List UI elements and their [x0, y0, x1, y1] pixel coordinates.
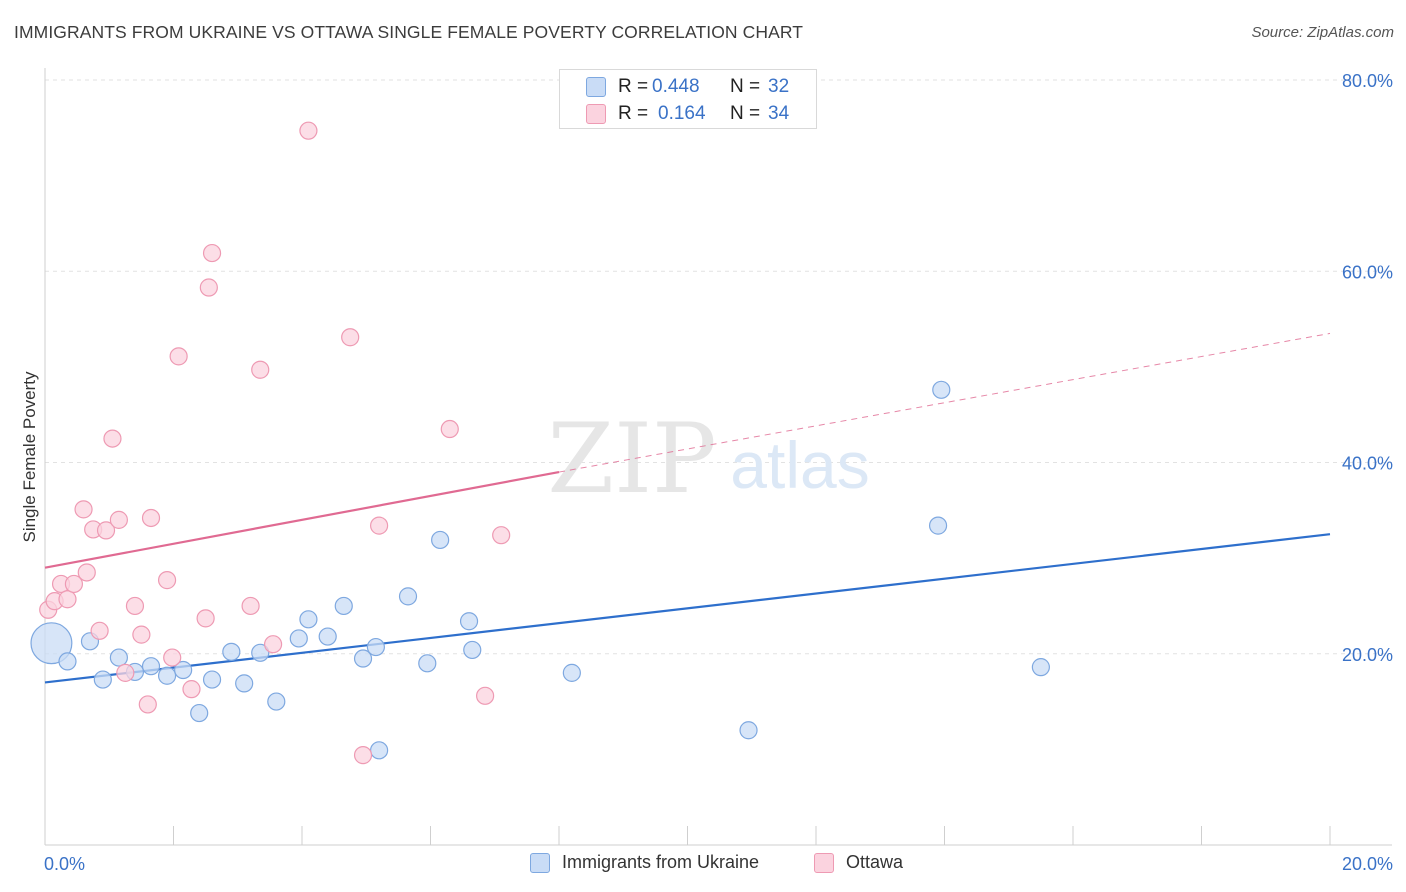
r-label: R = — [618, 76, 649, 97]
point-ottawa — [64, 574, 84, 594]
point-ottawa — [440, 419, 459, 439]
correlation-legend: R = 0.448 N = 32 R = 0.164 N = 34 — [559, 69, 817, 129]
legend-label-ottawa: Ottawa — [846, 852, 904, 872]
point-ukraine — [353, 649, 373, 668]
point-ukraine — [463, 640, 482, 660]
point-ottawa — [263, 635, 283, 654]
point-ottawa — [58, 590, 77, 609]
legend-label-ukraine: Immigrants from Ukraine — [562, 852, 760, 872]
point-ottawa — [353, 746, 373, 765]
point-ukraine — [334, 596, 353, 616]
point-ukraine — [562, 663, 581, 682]
point-ukraine — [370, 741, 389, 760]
point-ukraine — [418, 654, 437, 673]
point-ukraine — [58, 652, 77, 671]
point-ottawa — [370, 516, 389, 535]
point-ottawa — [109, 510, 128, 529]
point-ukraine — [141, 657, 161, 676]
point-ukraine — [459, 612, 479, 631]
point-ottawa — [103, 429, 122, 448]
point-ottawa — [138, 695, 157, 714]
y-tick-label: 80.0% — [1342, 71, 1393, 91]
point-ottawa — [182, 680, 201, 699]
point-ukraine — [251, 643, 270, 662]
legend-item-ukraine[interactable]: Immigrants from Ukraine — [530, 852, 759, 873]
point-ukraine — [739, 721, 758, 740]
point-ottawa — [241, 596, 260, 616]
point-ukraine — [267, 692, 286, 711]
point-ottawa — [90, 621, 109, 640]
point-ottawa — [196, 609, 215, 628]
y-axis-label: Single Female Poverty — [20, 371, 39, 543]
point-ukraine — [222, 642, 241, 661]
point-ukraine — [431, 530, 450, 550]
point-ukraine — [190, 703, 209, 723]
watermark: ZIP atlas — [547, 403, 869, 515]
trend-line-ottawa — [44, 470, 560, 569]
point-ukraine — [928, 516, 948, 535]
series-legend: Immigrants from Ukraine Ottawa — [0, 852, 1406, 878]
legend-swatch-blue — [530, 852, 550, 873]
point-ottawa — [125, 596, 145, 616]
point-ottawa — [251, 360, 270, 379]
point-ottawa — [476, 686, 495, 705]
r-value: 0.448 — [652, 76, 700, 97]
point-ukraine — [235, 674, 254, 693]
point-ottawa — [157, 571, 177, 590]
point-ukraine — [30, 622, 73, 665]
point-ukraine — [398, 587, 418, 606]
grid-lines — [45, 79, 1392, 655]
point-ottawa — [163, 648, 182, 667]
n-label: N = — [730, 76, 761, 97]
legend-swatch-pink — [814, 852, 834, 873]
n-value: 32 — [768, 76, 790, 97]
legend-swatch-blue — [586, 77, 606, 97]
point-ukraine — [299, 610, 318, 629]
legend-swatch-pink — [586, 104, 606, 124]
point-ottawa — [116, 663, 135, 682]
point-ottawa — [77, 563, 96, 582]
point-ukraine — [1031, 658, 1050, 677]
source-label: Source: ZipAtlas.com — [1251, 24, 1394, 41]
point-ukraine — [174, 660, 193, 680]
point-ottawa — [74, 500, 93, 519]
n-label: N = — [730, 103, 761, 124]
point-ottawa — [199, 278, 218, 297]
point-ottawa — [341, 328, 360, 347]
point-ottawa — [96, 521, 116, 540]
x-tick-label: 0.0% — [44, 854, 85, 874]
axes — [44, 68, 1392, 846]
point-ukraine — [202, 670, 222, 689]
r-label: R = — [618, 103, 649, 124]
r-value: 0.164 — [658, 103, 706, 124]
legend-item-ottawa[interactable]: Ottawa — [814, 852, 903, 873]
point-ukraine — [289, 629, 308, 648]
trend-line-ukraine — [44, 533, 1331, 684]
y-tick-label: 40.0% — [1342, 454, 1393, 474]
x-tick-labels: 0.0% 20.0% — [44, 854, 1393, 874]
watermark-zip: ZIP — [547, 403, 716, 515]
trend-line-ottawa-extension — [558, 332, 1331, 473]
y-tick-label: 60.0% — [1342, 262, 1393, 282]
point-ottawa — [492, 526, 511, 545]
point-ukraine — [318, 627, 337, 646]
n-value: 34 — [768, 103, 790, 124]
y-tick-label: 20.0% — [1342, 645, 1393, 665]
x-tick-label: 20.0% — [1342, 854, 1393, 874]
point-ottawa — [141, 508, 161, 528]
point-ukraine — [93, 670, 112, 689]
chart-title: IMMIGRANTS FROM UKRAINE VS OTTAWA SINGLE… — [14, 22, 804, 42]
data-points — [30, 121, 1050, 765]
point-ottawa — [299, 121, 318, 140]
y-tick-labels: 20.0% 40.0% 60.0% 80.0% — [1342, 71, 1393, 665]
point-ottawa — [169, 347, 188, 366]
point-ukraine — [366, 637, 385, 657]
point-ukraine — [157, 666, 177, 685]
point-ottawa — [132, 625, 151, 644]
watermark-atlas: atlas — [730, 428, 869, 502]
point-ukraine — [932, 380, 951, 399]
point-ottawa — [202, 243, 222, 263]
point-ukraine — [109, 648, 128, 667]
